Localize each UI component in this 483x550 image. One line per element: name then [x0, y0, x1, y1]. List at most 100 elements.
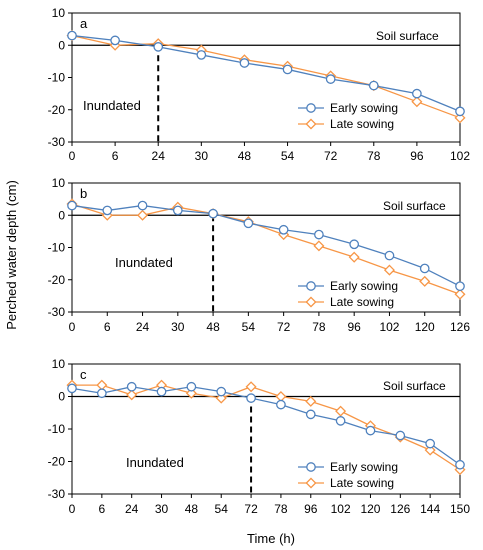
y-axis-label: Perched water depth (cm) [4, 180, 19, 330]
panel-b-y-tick-label: -30 [48, 305, 66, 319]
panel-a-legend-label-early: Early sowing [330, 101, 398, 115]
panel-c-x-tick-label: 96 [304, 502, 318, 516]
panel-b-legend-label-late: Late sowing [330, 295, 394, 309]
panel-a-label: a [80, 16, 88, 31]
panel-a-point-early [412, 88, 422, 99]
panel-c-x-tick-label: 144 [420, 502, 440, 516]
panel-b-series-line-late [71, 203, 461, 295]
panel-a-y-tick-label: 10 [52, 6, 66, 20]
panel-a-point-early [368, 80, 379, 91]
panel-b-x-tick-label: 96 [348, 320, 362, 334]
panel-a-x-tick-label: 96 [410, 149, 424, 163]
panel-a-x-tick-label: 24 [152, 149, 166, 163]
panel-a-y-tick-label: -20 [48, 103, 66, 117]
panel-c-point-early [126, 381, 137, 392]
panel-c-point-early [96, 388, 107, 399]
panel-b-point-early [102, 205, 113, 216]
panel-b-x-tick-label: 78 [312, 320, 326, 334]
panel-b-x-tick-label: 6 [104, 320, 111, 334]
panel-b-x-tick-label: 102 [379, 320, 399, 334]
panel-b-point-early [278, 224, 289, 235]
panel-c-x-tick-label: 126 [390, 502, 410, 516]
panel-a-point-early [67, 30, 77, 41]
panel-c-x-tick-label: 150 [450, 502, 470, 516]
panel-c-point-early [305, 409, 316, 420]
panel-b-point-early [172, 205, 183, 216]
panel-c-x-tick-label: 72 [244, 502, 258, 516]
panel-b-legend-marker-early [306, 281, 316, 291]
panel-c-x-tick-label: 78 [274, 502, 288, 516]
panel-a-point-early [325, 74, 336, 84]
panel-c-y-tick-label: -30 [48, 487, 66, 501]
panel-c-point-early [425, 438, 436, 449]
panel-b-point-late [137, 209, 149, 221]
x-axis-label: Time (h) [247, 531, 295, 546]
panel-b-inundated-label: Inundated [115, 255, 173, 270]
panel-b-point-early [455, 281, 465, 292]
panel-b-legend-marker-late [305, 296, 317, 308]
panel-a-point-early [196, 50, 207, 60]
panel-a-x-tick-label: 48 [238, 149, 252, 163]
panel-a-legend-marker-early [306, 103, 316, 113]
panel-b-point-early [137, 200, 148, 211]
panel-b-series-line-early [71, 204, 461, 287]
panel-c-legend-label-late: Late sowing [330, 476, 394, 490]
panel-c-legend-label-early: Early sowing [330, 460, 398, 474]
panel-b-x-tick-label: 72 [277, 320, 291, 334]
panel-a-soil-surface-label: Soil surface [376, 29, 439, 43]
panel-b-point-early [419, 263, 430, 274]
panel-c-y-tick-label: -10 [48, 422, 66, 436]
panel-a-x-tick-label: 102 [450, 149, 470, 163]
panel-a-point-early [239, 58, 250, 68]
panel-a-legend-marker-late [305, 118, 317, 130]
panel-a-x-tick-label: 30 [195, 149, 209, 163]
panel-c-x-tick-label: 102 [331, 502, 351, 516]
panel-c-point-late [305, 395, 317, 407]
panel-c-x-tick-label: 54 [215, 502, 229, 516]
panel-c-point-late [96, 379, 108, 391]
panel-b-x-tick-label: 24 [136, 320, 150, 334]
panel-c-point-early [335, 416, 346, 426]
panel-c-point-late [126, 389, 138, 401]
panel-c-point-early [246, 393, 256, 403]
panel-c-x-tick-label: 30 [155, 502, 169, 516]
panel-c-point-early [186, 381, 197, 392]
panel-a-x-tick-label: 54 [281, 149, 295, 163]
panel-c-x-tick-label: 48 [185, 502, 199, 516]
panel-b-point-late [348, 251, 360, 263]
panel-c-x-tick-label: 120 [360, 502, 380, 516]
panel-b-x-tick-label: 126 [450, 320, 470, 334]
panel-b-x-tick-label: 120 [415, 320, 435, 334]
panel-b-label: b [80, 186, 87, 201]
panel-b-x-tick-label: 48 [206, 320, 220, 334]
panel-a-series-line-late [71, 34, 461, 119]
panel-c-x-tick-label: 24 [125, 502, 139, 516]
panel-b-x-tick-label: 30 [171, 320, 185, 334]
panel-c-point-early [67, 383, 77, 394]
panel-c-x-tick-label: 0 [69, 502, 76, 516]
panel-b-x-tick-label: 0 [69, 320, 76, 334]
panel-c-inundated-label: Inundated [126, 455, 184, 470]
panel-b-point-early [314, 229, 324, 240]
panel-c-legend-marker-early [306, 462, 316, 472]
panel-c-point-early [216, 386, 227, 397]
panel-a-legend-label-late: Late sowing [330, 117, 394, 131]
panel-a-point-early [282, 64, 293, 75]
panel-b-legend-label-early: Early sowing [330, 279, 398, 293]
panel-a-inundated-label: Inundated [83, 98, 141, 113]
panel-c-point-early [365, 425, 376, 436]
panel-b-point-early [243, 218, 254, 229]
panel-a-x-tick-label: 78 [367, 149, 381, 163]
panel-b-y-tick-label: 10 [52, 176, 66, 190]
panel-a-point-early [455, 106, 465, 117]
panel-c-point-early [156, 386, 167, 397]
panel-b-x-tick-label: 54 [242, 320, 256, 334]
panel-c-point-late [275, 390, 287, 403]
panel-a-x-tick-label: 6 [112, 149, 119, 163]
panel-a-x-tick-label: 72 [324, 149, 338, 163]
panel-b-point-late [454, 288, 466, 300]
panel-b-point-early [384, 250, 395, 261]
panel-c-y-tick-label: 10 [52, 357, 66, 371]
panel-a-series-line-early [71, 34, 461, 112]
panel-a-point-early [110, 35, 120, 46]
